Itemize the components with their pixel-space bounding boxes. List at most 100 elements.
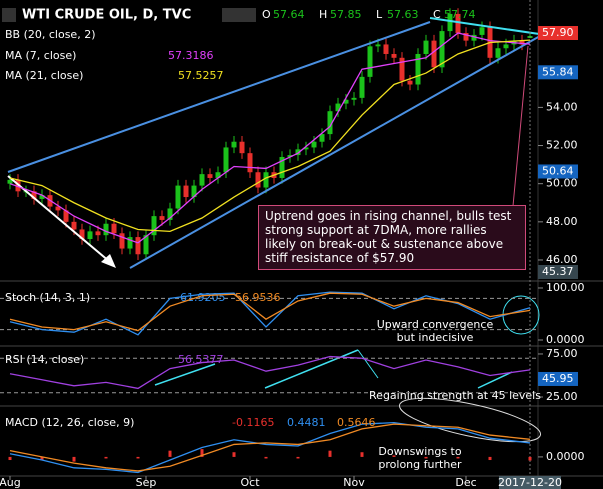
indicator-value: 0.4481 xyxy=(287,416,326,429)
histogram-bar xyxy=(168,450,172,457)
candle-body xyxy=(327,111,333,135)
indicator-value: 56.5377 xyxy=(178,353,224,366)
candle-body xyxy=(151,216,157,236)
candle-body xyxy=(359,76,365,98)
chart-title: WTI CRUDE OIL, D, TVC xyxy=(22,8,191,23)
indicator-line xyxy=(9,291,531,336)
candle-body xyxy=(255,172,261,188)
band-label: BB (20, close, 2) xyxy=(5,28,96,41)
candle-body xyxy=(391,53,397,58)
histogram-bar xyxy=(136,456,140,459)
candle-body xyxy=(439,31,445,68)
candle-body xyxy=(399,57,405,81)
price-tag xyxy=(538,265,578,279)
candle-body xyxy=(455,13,461,33)
ohlc-value: 57.74 xyxy=(444,8,476,21)
y-tick-label: 50.00 xyxy=(546,177,578,190)
moving-average xyxy=(9,32,531,244)
candle-body xyxy=(311,141,317,148)
menu-icon[interactable] xyxy=(2,8,16,22)
candle-body xyxy=(351,97,357,100)
x-tick-label: Aug xyxy=(0,476,21,489)
y-tick-label: 100.00 xyxy=(546,281,585,294)
indicator-label: MA (21, close) xyxy=(5,69,83,82)
candle-body xyxy=(415,53,421,85)
panel-annotation: Regaining strength at 45 levels xyxy=(369,389,541,402)
date-tag-label: 2017-12-20 xyxy=(498,476,562,489)
indicator-value: 56.9536 xyxy=(235,291,281,304)
histogram-bar xyxy=(296,456,300,459)
candle-body xyxy=(55,206,61,211)
candle-body xyxy=(63,210,69,222)
highlight-circle xyxy=(502,295,540,335)
candle-body xyxy=(143,235,149,255)
indicator-label: MA (7, close) xyxy=(5,49,76,62)
candle-body xyxy=(519,40,525,45)
candle-body xyxy=(367,46,373,77)
panel-label: MACD (12, 26, close, 9) xyxy=(5,416,134,429)
candle-body xyxy=(199,174,205,186)
candle-body xyxy=(287,155,293,157)
panel-label: RSI (14, close) xyxy=(5,353,84,366)
histogram-bar xyxy=(424,456,428,459)
histogram-bar xyxy=(392,455,396,457)
candle-body xyxy=(159,216,165,220)
candle-body xyxy=(87,231,93,240)
histogram-bar xyxy=(72,456,76,462)
y-tick-label: 48.00 xyxy=(546,215,578,228)
x-tick-label: Sep xyxy=(136,476,157,489)
histogram-bar xyxy=(456,456,460,459)
arrow-head xyxy=(101,254,116,268)
candle-body xyxy=(31,191,37,199)
indicator-line xyxy=(9,292,531,332)
candle-body xyxy=(175,185,181,209)
histogram-bar xyxy=(104,456,108,459)
candle-body xyxy=(463,32,469,41)
indicator-line xyxy=(9,423,531,472)
value-tag xyxy=(538,371,578,386)
y-tick-label: 75.00 xyxy=(546,347,578,360)
candle-body xyxy=(343,99,349,104)
price-tag-label: 50.64 xyxy=(542,164,574,177)
histogram-bar xyxy=(360,452,364,457)
moving-average xyxy=(9,39,531,233)
highlight-ellipse xyxy=(398,397,542,443)
down-arrow xyxy=(7,175,111,263)
y-tick-label: 54.00 xyxy=(546,100,578,113)
price-tag-label: 45.37 xyxy=(542,265,574,278)
indicator-value: 57.5257 xyxy=(178,69,224,82)
callout-line xyxy=(512,45,529,207)
candle-body xyxy=(39,195,45,199)
price-tag xyxy=(538,164,578,179)
indicator-value: 57.3186 xyxy=(168,49,214,62)
toolbar-icons[interactable] xyxy=(222,8,256,22)
candle-body xyxy=(375,44,381,47)
candle-body xyxy=(383,44,389,54)
panel-annotation: Downswings to prolong further xyxy=(378,445,462,471)
candle-body xyxy=(231,141,237,148)
resistance-line xyxy=(429,17,547,36)
candle-body xyxy=(119,233,125,249)
ohlc-letter: O xyxy=(262,8,271,21)
histogram-bar xyxy=(8,456,12,461)
indicator-value: -0.1165 xyxy=(232,416,274,429)
candle-body xyxy=(503,44,509,49)
y-tick-label: 52.00 xyxy=(546,139,578,152)
x-tick-label: Nov xyxy=(343,476,365,489)
annotation-box: Uptrend goes in rising channel, bulls te… xyxy=(258,205,526,270)
candle-body xyxy=(167,208,173,220)
candle-body xyxy=(239,141,245,154)
y-tick-label: 46.00 xyxy=(546,253,578,266)
histogram-bar xyxy=(488,456,492,461)
candle-body xyxy=(103,223,109,236)
panel-label: Stoch (14, 3, 1) xyxy=(5,291,90,304)
candle-body xyxy=(215,172,221,178)
candle-body xyxy=(71,221,77,230)
candle-body xyxy=(247,153,253,173)
candle-body xyxy=(471,34,477,41)
candle-body xyxy=(95,231,101,236)
histogram-bar xyxy=(528,456,532,461)
candle-body xyxy=(423,40,429,54)
candle-body xyxy=(79,229,85,240)
